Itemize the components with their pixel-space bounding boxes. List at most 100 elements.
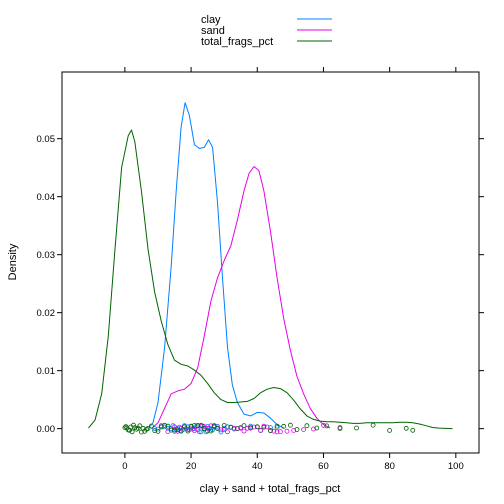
y-axis-ticks: 0.00 0.01 0.02 0.03 0.04 0.05 [37,134,484,435]
rug-point-total-frags-pct [221,423,227,428]
legend-label-clay: clay [201,14,221,26]
rug-point-total-frags-pct [145,425,151,431]
y-axis-title: Density [7,243,19,280]
rug-point-total-frags-pct [148,423,154,429]
x-tick-label: 80 [384,461,395,472]
x-axis-ticks: 0 20 40 60 80 100 [122,67,464,472]
rug-point-total-frags-pct [215,426,220,432]
rug-point-sand [271,428,277,434]
rug-point-sand [284,428,290,434]
x-tick-label: 60 [318,461,329,472]
rug-point-clay [198,429,204,435]
rug-point-clay [218,429,224,435]
rug-point-total-frags-pct [155,428,161,434]
rug-point-total-frags-pct [172,427,177,433]
rug-point-total-frags-pct [211,423,217,429]
rug-point-sand [251,424,257,430]
rug-point-sand [274,429,280,435]
rug-point-total-frags-pct [137,423,143,429]
rug-point-sand [321,422,326,428]
density-line-total-frags-pct [88,129,453,430]
rug-point-total-frags-pct [205,428,211,434]
rug-point-total-frags-pct [131,422,136,428]
rug-point-total-frags-pct [261,424,267,430]
rug-point-total-frags-pct [152,428,158,434]
rug-point-total-frags-pct [178,428,184,434]
rug-point-total-frags-pct [191,422,197,428]
density-curves [88,102,453,430]
rug-point-total-frags-pct [201,426,207,432]
legend-label-total-frags-pct: total_frags_pct [201,36,273,48]
rug-point-total-frags-pct [122,425,128,431]
rug-point-total-frags-pct [403,425,409,431]
rug-point-sand [238,425,244,431]
rug-point-total-frags-pct [195,423,201,429]
plot-frame [61,71,480,454]
rug-point-total-frags-pct [248,425,254,431]
rug-point-total-frags-pct [165,423,171,429]
x-tick-label: 40 [252,461,263,472]
rug-point-total-frags-pct [274,423,280,429]
legend-label-sand: sand [201,25,225,37]
rug-point-total-frags-pct [188,423,194,429]
rug-point-total-frags-pct [129,429,135,435]
rug-point-sand [311,426,316,432]
x-tick-label: 0 [122,461,127,472]
rug-point-total-frags-pct [162,422,168,428]
rug-point-total-frags-pct [304,423,310,429]
rug-point-total-frags-pct [168,427,174,433]
rug-point-sand [291,427,297,433]
y-tick-label: 0.00 [37,424,56,435]
rug-point-total-frags-pct [208,428,214,434]
rug-point-sand [258,427,264,433]
rug-point-total-frags-pct [281,423,287,429]
rug-point-total-frags-pct [370,422,376,428]
rug-point-total-frags-pct [387,427,393,433]
rug-point-sand [188,425,194,431]
rug-point-total-frags-pct [354,425,359,431]
x-tick-label: 100 [448,461,464,472]
rug-point-sand [301,427,307,433]
rug-point-sand [225,429,230,435]
x-tick-label: 20 [186,461,197,472]
rug-point-sand [208,423,214,429]
rug-point-total-frags-pct [241,423,247,429]
rug-point-clay [268,425,273,431]
y-tick-label: 0.02 [37,308,56,319]
density-line-sand [151,166,331,429]
rug-point-total-frags-pct [324,423,330,429]
rug-point-total-frags-pct [182,424,187,430]
x-axis-title: clay + sand + total_frags_pct [200,483,341,495]
rug-points [122,422,416,435]
rug-point-total-frags-pct [138,429,144,435]
rug-point-sand [172,424,177,430]
y-tick-label: 0.04 [37,192,56,203]
rug-point-total-frags-pct [198,422,204,428]
rug-point-total-frags-pct [268,428,273,434]
y-tick-label: 0.05 [37,134,56,145]
rug-point-sand [191,428,197,433]
rug-point-sand [205,425,211,431]
rug-point-total-frags-pct [185,428,191,434]
rug-point-sand [277,429,283,435]
rug-point-total-frags-pct [123,424,129,430]
y-tick-label: 0.03 [37,250,56,261]
density-line-clay [147,102,284,429]
rug-point-total-frags-pct [337,426,343,431]
rug-point-sand [264,424,270,430]
rug-point-sand [241,428,247,434]
rug-point-clay [248,423,254,429]
rug-point-sand [244,425,250,431]
rug-point-total-frags-pct [294,427,300,432]
rug-point-clay [152,426,158,432]
rug-point-total-frags-pct [254,424,260,430]
rug-point-total-frags-pct [228,424,234,430]
rug-point-clay [215,423,220,429]
rug-point-total-frags-pct [410,427,416,433]
y-tick-label: 0.01 [37,366,56,377]
rug-point-total-frags-pct [287,422,293,428]
rug-point-total-frags-pct [314,425,320,431]
rug-point-total-frags-pct [234,426,240,432]
